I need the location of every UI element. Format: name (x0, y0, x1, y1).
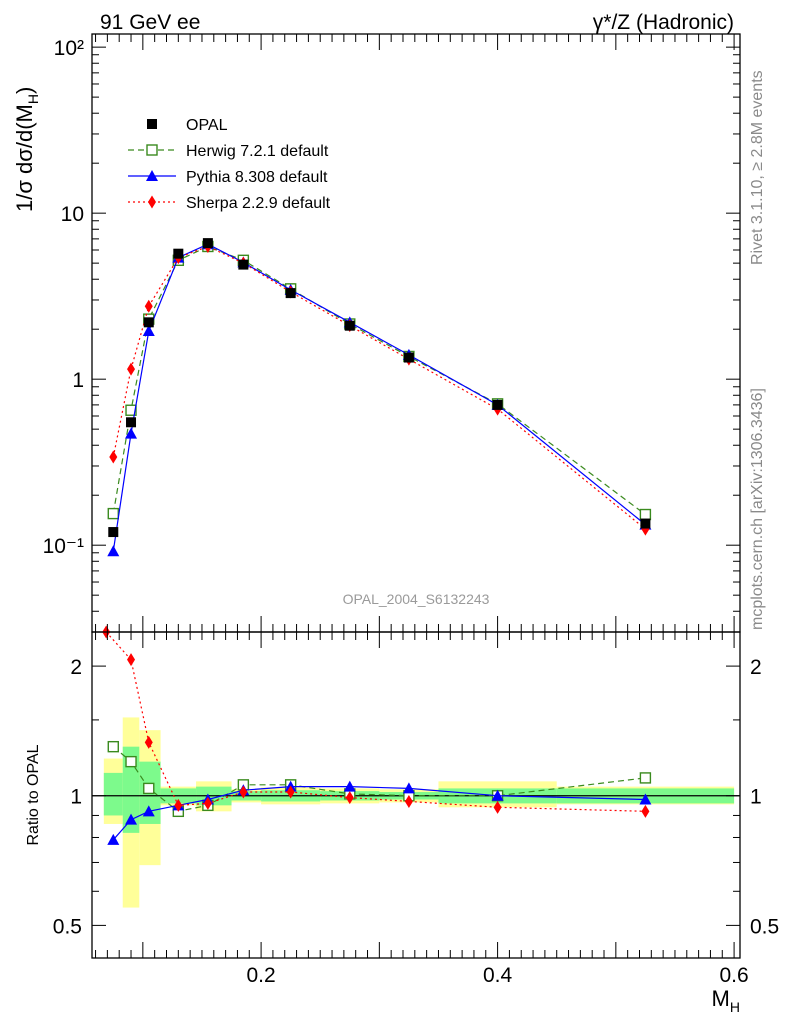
legend-marker (148, 195, 156, 209)
ratio-y-tick-label: 2 (70, 656, 82, 679)
x-tick-label: 0.6 (719, 964, 748, 987)
main-panel: 10⁻¹ 1 10 10² OPAL_2004_S6132243 1/σ dσ/d(M… (12, 33, 741, 633)
legend-item-herwig: Herwig 7.2.1 default (128, 143, 329, 160)
ratio-point-sherpa (174, 798, 183, 812)
legend-marker (147, 119, 157, 129)
main-point-herwig (125, 404, 137, 416)
legend-item-sherpa: Sherpa 2.2.9 default (128, 195, 331, 212)
ratio-point-sherpa (404, 794, 413, 808)
ratio-y-tick-label-right: 0.5 (750, 915, 779, 938)
x-axis: 0.2 0.4 0.6 (95, 34, 749, 987)
source-info: mcplots.cern.ch [arXiv:1306.3436] (749, 388, 766, 630)
x-tick-label: 0.4 (483, 964, 513, 987)
ratio-point-sherpa (144, 735, 153, 749)
y-tick-label: 10⁻¹ (43, 535, 84, 558)
ratio-point-pythia (125, 813, 138, 825)
main-line-herwig (112, 245, 646, 515)
ratio-point-pythia (343, 780, 356, 792)
ratio-point-pythia (402, 782, 415, 794)
ratio-frame (91, 631, 741, 959)
main-point-data (403, 352, 414, 363)
header-left: 91 GeV ee (100, 11, 200, 34)
main-point-pythia (125, 427, 138, 439)
main-y-axis: 10⁻¹ 1 10 10² (43, 37, 740, 633)
main-point-sherpa (127, 362, 136, 376)
main-point-data (202, 238, 213, 249)
ratio-point-pythia (491, 789, 504, 801)
rivet-info: Rivet 3.1.10, ≥ 2.8M events (749, 70, 766, 265)
x-tick-label: 0.2 (246, 964, 275, 987)
ratio-y-tick-label-right: 1 (750, 786, 762, 809)
main-point-herwig (107, 507, 119, 520)
legend-item-data: OPAL (147, 117, 228, 134)
ratio-series (102, 625, 652, 845)
main-point-data (640, 518, 651, 529)
legend-label: Herwig 7.2.1 default (186, 143, 329, 160)
y-tick-label: 10 (61, 203, 84, 226)
ratio-point-pythia (639, 793, 652, 805)
legend: OPAL Herwig 7.2.1 default Pythia 8.308 def… (128, 117, 331, 212)
ratio-point-herwig (639, 772, 652, 784)
ratio-point-herwig (143, 782, 155, 795)
ratio-uncertainty-bands (103, 717, 735, 908)
legend-label: Sherpa 2.2.9 default (186, 195, 331, 212)
ratio-point-pythia (142, 805, 155, 817)
main-series-data (108, 238, 651, 538)
ratio-point-sherpa (345, 791, 354, 805)
legend-label: OPAL (186, 117, 228, 134)
ratio-y-tick-label-right: 2 (750, 656, 762, 679)
ratio-y-tick-label: 1 (70, 786, 82, 809)
ratio-ylabel: Ratio to OPAL (25, 744, 42, 845)
main-point-data (285, 288, 296, 299)
legend-marker (146, 144, 158, 156)
legend-item-pythia: Pythia 8.308 default (128, 169, 328, 186)
ratio-point-pythia (107, 833, 120, 845)
main-line-pythia (112, 243, 646, 552)
header-right: γ*/Z (Hadronic) (593, 11, 734, 34)
ratio-point-herwig (125, 755, 137, 768)
ratio-point-sherpa (127, 653, 136, 667)
y-tick-label: 1 (72, 369, 84, 392)
y-tick-label: 10² (54, 37, 84, 60)
main-y-title: 1/σ dσ/d(MH) (12, 87, 41, 212)
main-point-sherpa (144, 299, 153, 313)
ratio-y-tick-label: 0.5 (53, 915, 82, 938)
main-point-data (344, 320, 355, 331)
main-point-data (143, 317, 154, 328)
main-point-data (238, 259, 249, 270)
ratio-point-herwig (107, 740, 119, 753)
ratio-point-sherpa (203, 796, 212, 810)
main-point-pythia (142, 325, 155, 337)
main-series-herwig (107, 240, 652, 521)
ratio-point-sherpa (641, 804, 650, 818)
main-series-sherpa (109, 239, 650, 536)
main-series-pythia (107, 238, 652, 557)
main-point-sherpa (109, 450, 118, 464)
ratio-point-sherpa (286, 785, 295, 799)
ratio-point-sherpa (239, 785, 248, 799)
x-axis-label: MH (712, 986, 740, 1015)
ratio-panel: 0.5 0.5 1 1 2 2 0.2 0.4 0.6 Ratio to OPAL MH (25, 34, 779, 1015)
main-ylabel-text: 1/σ dσ/d(MH) (12, 87, 41, 212)
main-point-herwig (639, 508, 652, 521)
main-point-data (108, 527, 119, 538)
main-point-pythia (107, 545, 120, 557)
stat-uncertainty-band (103, 772, 123, 816)
main-point-data (126, 417, 137, 428)
main-point-data (173, 248, 184, 259)
ratio-line-sherpa (105, 631, 646, 812)
plot-id: OPAL_2004_S6132243 (343, 591, 490, 607)
legend-label: Pythia 8.308 default (186, 169, 328, 186)
legend-marker (146, 170, 158, 181)
ratio-point-sherpa (493, 800, 502, 814)
ratio-series-sherpa (102, 625, 650, 818)
main-point-data (492, 399, 503, 410)
main-series (107, 238, 652, 557)
main-line-sherpa (112, 245, 646, 530)
ratio-y-axis: 0.5 0.5 1 1 2 2 (53, 656, 779, 938)
